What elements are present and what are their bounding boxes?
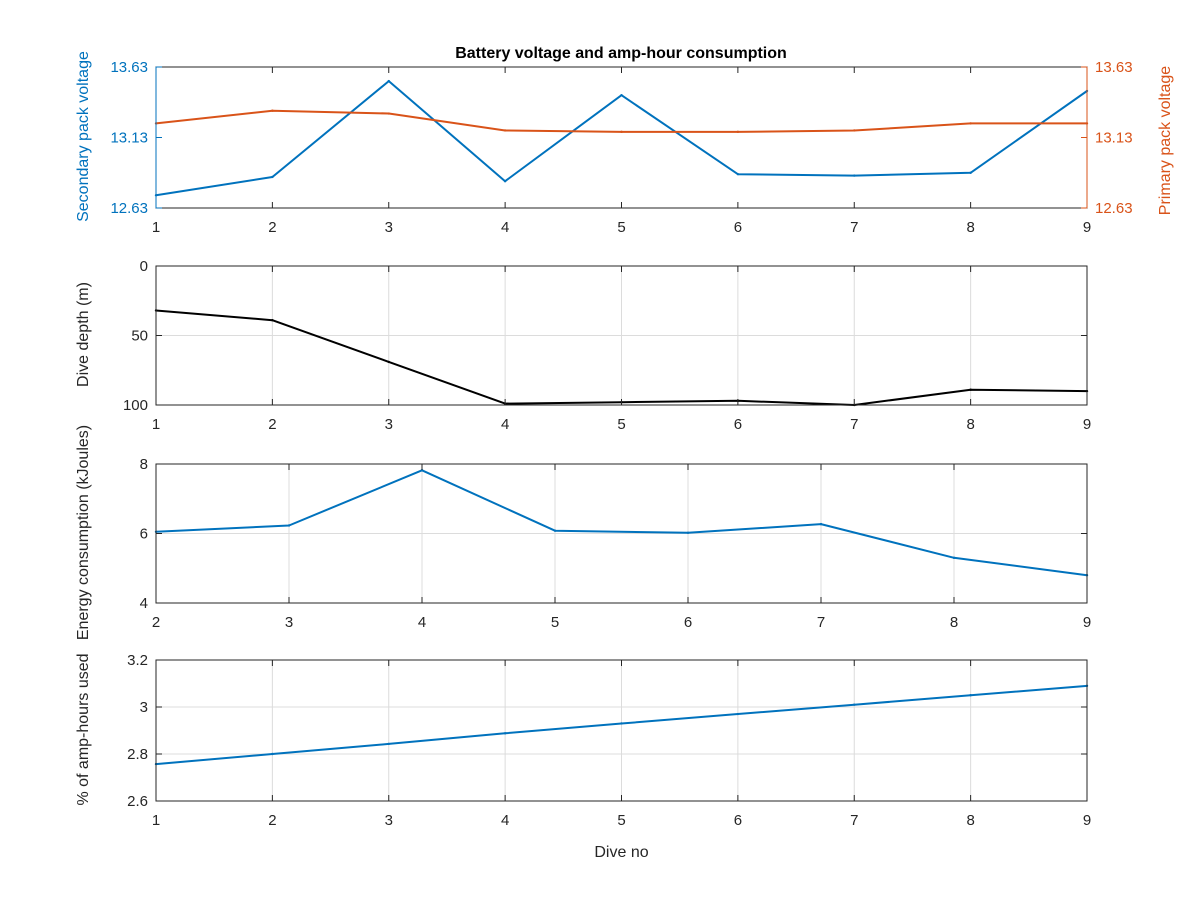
y-axis-label-3: Energy consumption (kJoules) [75, 425, 92, 640]
data-point-1-1 [503, 180, 507, 183]
x-tick-label: 6 [684, 614, 692, 631]
x-tick-label: 1 [152, 219, 160, 236]
x-tick-label: 2 [268, 219, 276, 236]
x-tick-label: 3 [285, 614, 293, 631]
y-tick-label: 50 [131, 328, 148, 345]
x-tick-label: 2 [268, 416, 276, 433]
y-tick-label: 3 [140, 699, 148, 716]
data-point-2-1 [969, 388, 972, 391]
y-right-tick-label: 13.63 [1095, 59, 1133, 76]
data-point-4-1 [620, 722, 623, 725]
x-tick-label: 7 [817, 614, 825, 631]
x-tick-label: 6 [734, 416, 742, 433]
y-tick-label: 6 [140, 526, 148, 543]
data-point-1-1 [387, 79, 390, 83]
data-point-4-1 [969, 694, 972, 697]
figure-title: Battery voltage and amp-hour consumption [455, 45, 787, 62]
series-line-3-1 [155, 469, 1088, 577]
y-tick-label: 2.8 [127, 746, 148, 763]
data-point-1-2 [736, 130, 740, 134]
x-tick-label: 7 [850, 812, 858, 829]
x-axis-label: Dive no [594, 844, 648, 861]
y-tick-label: 13.63 [110, 59, 148, 76]
x-tick-label: 8 [950, 614, 958, 631]
data-point-1-2 [271, 109, 274, 112]
data-point-1-1 [853, 174, 856, 177]
x-tick-label: 4 [418, 614, 426, 631]
x-tick-label: 3 [385, 219, 393, 236]
axes-box-1 [155, 66, 1088, 209]
y-tick-label: 12.63 [110, 200, 148, 217]
y-right-tick-label: 13.13 [1095, 130, 1133, 147]
data-point-4-1 [387, 742, 390, 746]
y-axis-label-2: Dive depth (m) [75, 282, 92, 387]
y-tick-label: 3.2 [127, 652, 148, 669]
data-point-1-2 [503, 129, 507, 132]
x-tick-label: 1 [152, 812, 160, 829]
x-tick-label: 2 [268, 812, 276, 829]
data-point-1-1 [736, 172, 740, 176]
data-point-1-2 [387, 112, 390, 115]
data-point-1-2 [969, 122, 972, 125]
x-tick-label: 9 [1083, 416, 1091, 433]
series-line-1-2 [155, 109, 1087, 133]
data-point-1-1 [969, 171, 972, 174]
x-tick-label: 8 [966, 812, 974, 829]
data-point-4-1 [853, 703, 856, 706]
y-axis-label-1: Secondary pack voltage [75, 51, 92, 222]
x-tick-label: 9 [1083, 614, 1091, 631]
data-point-1-2 [853, 129, 856, 132]
data-point-1-1 [620, 94, 623, 97]
x-tick-label: 3 [385, 812, 393, 829]
x-tick-label: 4 [501, 416, 509, 433]
x-tick-label: 8 [966, 219, 974, 236]
y-tick-label: 4 [140, 595, 148, 612]
data-point-3-1 [952, 556, 956, 560]
x-tick-label: 4 [501, 812, 509, 829]
x-tick-label: 1 [152, 416, 160, 433]
data-point-2-1 [387, 360, 390, 364]
x-tick-label: 7 [850, 416, 858, 433]
y-right-tick-label: 12.63 [1095, 200, 1133, 217]
y-axis-label-4: % of amp-hours used [75, 653, 92, 805]
data-point-4-1 [503, 732, 507, 735]
x-tick-label: 5 [617, 219, 625, 236]
x-tick-label: 8 [966, 416, 974, 433]
series-line-1-1 [155, 80, 1088, 197]
y-axis-right-label: Primary pack voltage [1157, 66, 1174, 215]
y-tick-label: 2.6 [127, 793, 148, 810]
data-point-3-1 [553, 529, 557, 532]
x-tick-label: 2 [152, 614, 160, 631]
data-point-3-1 [287, 524, 291, 527]
x-tick-label: 5 [617, 812, 625, 829]
data-point-2-1 [271, 319, 274, 322]
data-point-4-1 [736, 712, 740, 716]
x-tick-label: 6 [734, 812, 742, 829]
data-point-3-1 [420, 469, 424, 472]
x-tick-label: 4 [501, 219, 509, 236]
x-tick-label: 9 [1083, 219, 1091, 236]
data-point-1-2 [620, 130, 623, 134]
x-tick-label: 3 [385, 416, 393, 433]
data-point-3-1 [686, 531, 690, 535]
x-tick-label: 9 [1083, 812, 1091, 829]
x-tick-label: 7 [850, 219, 858, 236]
x-tick-label: 6 [734, 219, 742, 236]
y-tick-label: 100 [123, 397, 148, 414]
y-tick-label: 13.13 [110, 130, 148, 147]
data-point-4-1 [271, 752, 274, 756]
data-point-1-1 [271, 175, 274, 179]
y-tick-label: 8 [140, 456, 148, 473]
x-tick-label: 5 [617, 416, 625, 433]
y-tick-label: 0 [140, 258, 148, 275]
x-tick-label: 5 [551, 614, 559, 631]
data-point-3-1 [819, 522, 823, 526]
